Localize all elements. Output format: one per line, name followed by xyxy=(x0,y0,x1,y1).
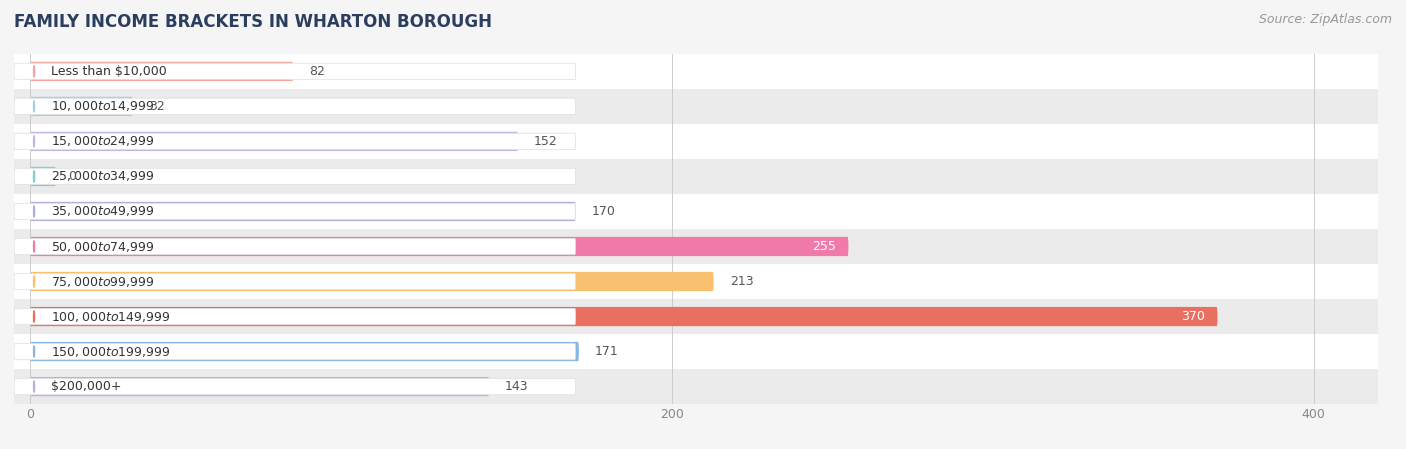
Text: $200,000+: $200,000+ xyxy=(51,380,121,393)
FancyBboxPatch shape xyxy=(30,97,132,116)
Text: $15,000 to $24,999: $15,000 to $24,999 xyxy=(51,134,155,149)
Text: $75,000 to $99,999: $75,000 to $99,999 xyxy=(51,274,155,289)
FancyBboxPatch shape xyxy=(30,132,517,151)
Text: $100,000 to $149,999: $100,000 to $149,999 xyxy=(51,309,170,324)
Text: Source: ZipAtlas.com: Source: ZipAtlas.com xyxy=(1258,13,1392,26)
FancyBboxPatch shape xyxy=(14,63,575,79)
Text: $150,000 to $199,999: $150,000 to $199,999 xyxy=(51,344,170,359)
Text: 171: 171 xyxy=(595,345,619,358)
FancyBboxPatch shape xyxy=(14,308,575,325)
FancyBboxPatch shape xyxy=(14,159,1378,194)
Text: $25,000 to $34,999: $25,000 to $34,999 xyxy=(51,169,155,184)
FancyBboxPatch shape xyxy=(14,229,1378,264)
FancyBboxPatch shape xyxy=(14,168,575,185)
FancyBboxPatch shape xyxy=(14,379,575,395)
Text: $35,000 to $49,999: $35,000 to $49,999 xyxy=(51,204,155,219)
Text: 370: 370 xyxy=(1181,310,1205,323)
FancyBboxPatch shape xyxy=(30,377,489,396)
Text: 213: 213 xyxy=(730,275,754,288)
Text: $10,000 to $14,999: $10,000 to $14,999 xyxy=(51,99,155,114)
Text: FAMILY INCOME BRACKETS IN WHARTON BOROUGH: FAMILY INCOME BRACKETS IN WHARTON BOROUG… xyxy=(14,13,492,31)
FancyBboxPatch shape xyxy=(30,342,579,361)
Text: Less than $10,000: Less than $10,000 xyxy=(51,65,166,78)
Text: 170: 170 xyxy=(592,205,616,218)
FancyBboxPatch shape xyxy=(14,369,1378,404)
Text: 152: 152 xyxy=(534,135,558,148)
FancyBboxPatch shape xyxy=(30,202,575,221)
FancyBboxPatch shape xyxy=(14,203,575,220)
FancyBboxPatch shape xyxy=(30,272,714,291)
FancyBboxPatch shape xyxy=(30,237,848,256)
Text: 143: 143 xyxy=(505,380,529,393)
FancyBboxPatch shape xyxy=(14,194,1378,229)
FancyBboxPatch shape xyxy=(14,124,1378,159)
FancyBboxPatch shape xyxy=(30,307,1218,326)
Text: $50,000 to $74,999: $50,000 to $74,999 xyxy=(51,239,155,254)
FancyBboxPatch shape xyxy=(14,89,1378,124)
FancyBboxPatch shape xyxy=(14,98,575,114)
FancyBboxPatch shape xyxy=(14,54,1378,89)
FancyBboxPatch shape xyxy=(14,334,1378,369)
Text: 82: 82 xyxy=(309,65,325,78)
FancyBboxPatch shape xyxy=(30,62,294,81)
Text: 0: 0 xyxy=(69,170,76,183)
FancyBboxPatch shape xyxy=(14,238,575,255)
Text: 32: 32 xyxy=(149,100,165,113)
FancyBboxPatch shape xyxy=(14,299,1378,334)
FancyBboxPatch shape xyxy=(30,167,56,186)
Text: 255: 255 xyxy=(811,240,835,253)
FancyBboxPatch shape xyxy=(14,264,1378,299)
FancyBboxPatch shape xyxy=(14,343,575,360)
FancyBboxPatch shape xyxy=(14,133,575,150)
FancyBboxPatch shape xyxy=(14,273,575,290)
